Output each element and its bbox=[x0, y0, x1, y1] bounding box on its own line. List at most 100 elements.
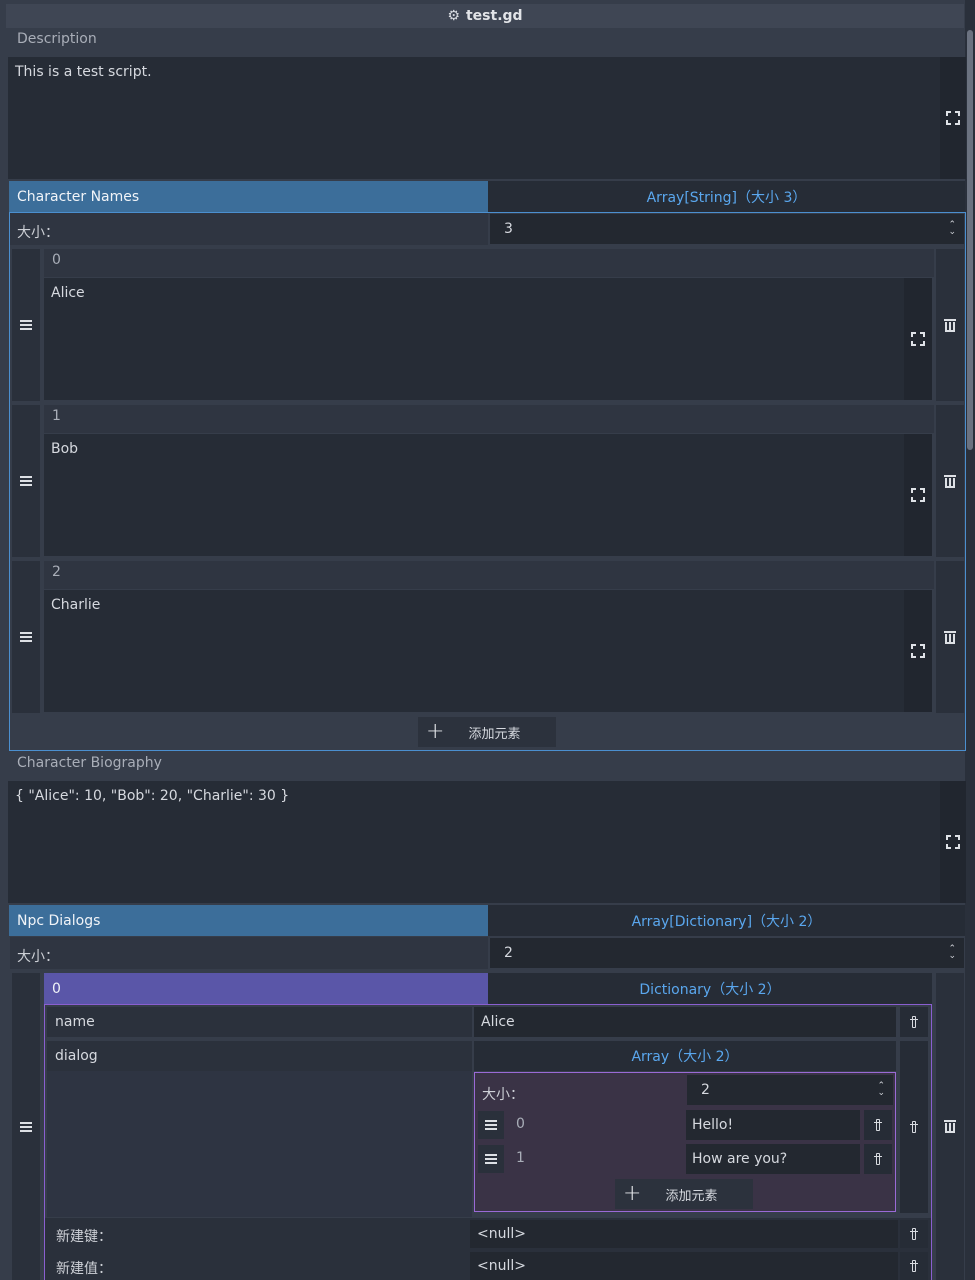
description-expand-button[interactable] bbox=[940, 57, 966, 179]
delete-item-button[interactable] bbox=[936, 249, 964, 401]
add-element-button[interactable]: + 添加元素 bbox=[418, 717, 556, 747]
scrollbar-thumb[interactable] bbox=[967, 30, 973, 450]
trash-icon bbox=[944, 318, 956, 332]
delete-item-button[interactable] bbox=[936, 561, 964, 713]
script-title: test.gd bbox=[465, 8, 523, 24]
dialog-array-type-button[interactable]: Array（大小 2） bbox=[474, 1041, 896, 1071]
expand-icon bbox=[911, 644, 925, 658]
pin-icon bbox=[910, 1016, 918, 1028]
new-value-label: 新建值： bbox=[56, 1261, 112, 1277]
dict-key-dialog-spacer bbox=[47, 1071, 472, 1217]
dialog-add-element-button[interactable]: + 添加元素 bbox=[615, 1179, 753, 1209]
dict-value-name-field[interactable]: Alice bbox=[474, 1007, 896, 1037]
dialog-item-options-button[interactable] bbox=[864, 1110, 892, 1140]
array-item-index-row bbox=[44, 249, 934, 277]
drag-handle-icon bbox=[20, 476, 32, 486]
new-value-options-button[interactable] bbox=[900, 1252, 928, 1280]
delete-item-button[interactable] bbox=[936, 973, 964, 1280]
array-item-expand-button[interactable] bbox=[904, 434, 932, 556]
dict-key-name: name bbox=[47, 1007, 472, 1037]
character-names-size-value: 3 bbox=[504, 221, 513, 237]
dialog-add-element-label: 添加元素 bbox=[665, 1188, 718, 1204]
dialog-array-size-label: 大小： bbox=[482, 1087, 524, 1103]
new-value-field[interactable]: <null> bbox=[470, 1252, 898, 1280]
drag-handle[interactable] bbox=[12, 405, 40, 557]
add-element-label: 添加元素 bbox=[468, 726, 521, 742]
plus-icon: + bbox=[623, 1181, 642, 1206]
plus-icon: + bbox=[426, 719, 445, 744]
spin-arrows-icon[interactable]: ⌃ ⌄ bbox=[948, 944, 956, 961]
expand-icon bbox=[946, 835, 960, 849]
expand-icon bbox=[946, 111, 960, 125]
pin-icon bbox=[874, 1119, 882, 1131]
drag-handle-icon bbox=[20, 1121, 32, 1132]
dict-key-dialog: dialog bbox=[47, 1041, 472, 1071]
dialog-item-index: 1 bbox=[516, 1150, 525, 1166]
dialog-item-index: 0 bbox=[516, 1116, 525, 1132]
array-item-index: 1 bbox=[52, 408, 61, 424]
pin-icon bbox=[874, 1153, 882, 1165]
pin-icon bbox=[910, 1260, 918, 1272]
delete-item-button[interactable] bbox=[936, 405, 964, 557]
dict-entry-options-button[interactable] bbox=[900, 1007, 928, 1037]
drag-handle[interactable] bbox=[12, 973, 40, 1280]
drag-handle[interactable] bbox=[478, 1145, 504, 1173]
trash-icon bbox=[944, 1120, 956, 1133]
array-item-expand-button[interactable] bbox=[904, 590, 932, 712]
trash-icon bbox=[944, 474, 956, 488]
drag-handle[interactable] bbox=[12, 561, 40, 713]
array-item-index-row bbox=[44, 561, 934, 589]
array-item-textarea[interactable]: Bob bbox=[44, 434, 904, 556]
drag-handle-icon bbox=[20, 320, 32, 330]
character-names-size-label: 大小： bbox=[17, 225, 59, 241]
pin-icon bbox=[910, 1228, 918, 1240]
expand-icon bbox=[911, 332, 925, 346]
drag-handle-icon bbox=[20, 632, 32, 642]
spin-arrows-icon[interactable]: ⌃ ⌄ bbox=[877, 1081, 885, 1098]
character-names-size-row bbox=[10, 213, 488, 245]
new-key-label: 新建键： bbox=[56, 1229, 112, 1245]
drag-handle[interactable] bbox=[12, 249, 40, 401]
npc-dialogs-size-row bbox=[10, 937, 488, 969]
dialog-item-options-button[interactable] bbox=[864, 1144, 892, 1174]
dialog-item-field[interactable]: Hello! bbox=[686, 1110, 860, 1140]
npc-dialogs-size-spinbox[interactable]: 2 ⌃ ⌄ bbox=[490, 938, 964, 968]
array-item-index: 0 bbox=[52, 252, 61, 268]
array-item-index-row bbox=[44, 405, 934, 433]
trash-icon bbox=[944, 630, 956, 644]
dict-entry-options-button[interactable] bbox=[900, 1041, 928, 1213]
description-textarea[interactable]: This is a test script. bbox=[8, 57, 940, 179]
array-item-textarea[interactable]: Charlie bbox=[44, 590, 904, 712]
dictionary-type-button[interactable]: Dictionary（大小 2） bbox=[488, 973, 932, 1004]
expand-icon bbox=[911, 488, 925, 502]
drag-handle-icon bbox=[485, 1120, 497, 1130]
pin-icon bbox=[910, 1121, 918, 1133]
new-key-options-button[interactable] bbox=[900, 1220, 928, 1248]
character-biography-expand-button[interactable] bbox=[940, 781, 966, 903]
gear-icon: ⚙ bbox=[447, 8, 460, 24]
dialog-array-size-spinbox[interactable]: 2 ⌃ ⌄ bbox=[687, 1075, 893, 1105]
spin-arrows-icon[interactable]: ⌃ ⌄ bbox=[948, 220, 956, 237]
npc-dialogs-size-label: 大小： bbox=[17, 949, 59, 965]
character-names-panel bbox=[9, 212, 966, 751]
dictionary-panel bbox=[44, 1004, 932, 1280]
npc-dialogs-size-value: 2 bbox=[504, 945, 513, 961]
npc-dialogs-type-button[interactable]: Array[Dictionary]（大小 2） bbox=[488, 905, 965, 936]
dialog-array-size-value: 2 bbox=[701, 1082, 710, 1098]
character-biography-label: Character Biography bbox=[17, 755, 162, 771]
drag-handle[interactable] bbox=[478, 1111, 504, 1139]
dictionary-index-label: 0 bbox=[44, 973, 488, 1004]
description-label: Description bbox=[17, 31, 97, 47]
array-item-index: 2 bbox=[52, 564, 61, 580]
character-names-type-button[interactable]: Array[String]（大小 3） bbox=[488, 181, 965, 212]
array-item-textarea[interactable]: Alice bbox=[44, 278, 904, 400]
scrollbar-track[interactable] bbox=[965, 0, 975, 1280]
new-key-field[interactable]: <null> bbox=[470, 1220, 898, 1248]
character-names-size-spinbox[interactable]: 3 ⌃ ⌄ bbox=[490, 214, 964, 244]
dialog-item-field[interactable]: How are you? bbox=[686, 1144, 860, 1174]
array-item-expand-button[interactable] bbox=[904, 278, 932, 400]
npc-dialogs-label: Npc Dialogs bbox=[9, 905, 488, 936]
script-title-bar: ⚙ test.gd bbox=[6, 4, 964, 28]
character-biography-textarea[interactable]: { "Alice": 10, "Bob": 20, "Charlie": 30 … bbox=[8, 781, 940, 903]
character-names-label: Character Names bbox=[9, 181, 488, 212]
